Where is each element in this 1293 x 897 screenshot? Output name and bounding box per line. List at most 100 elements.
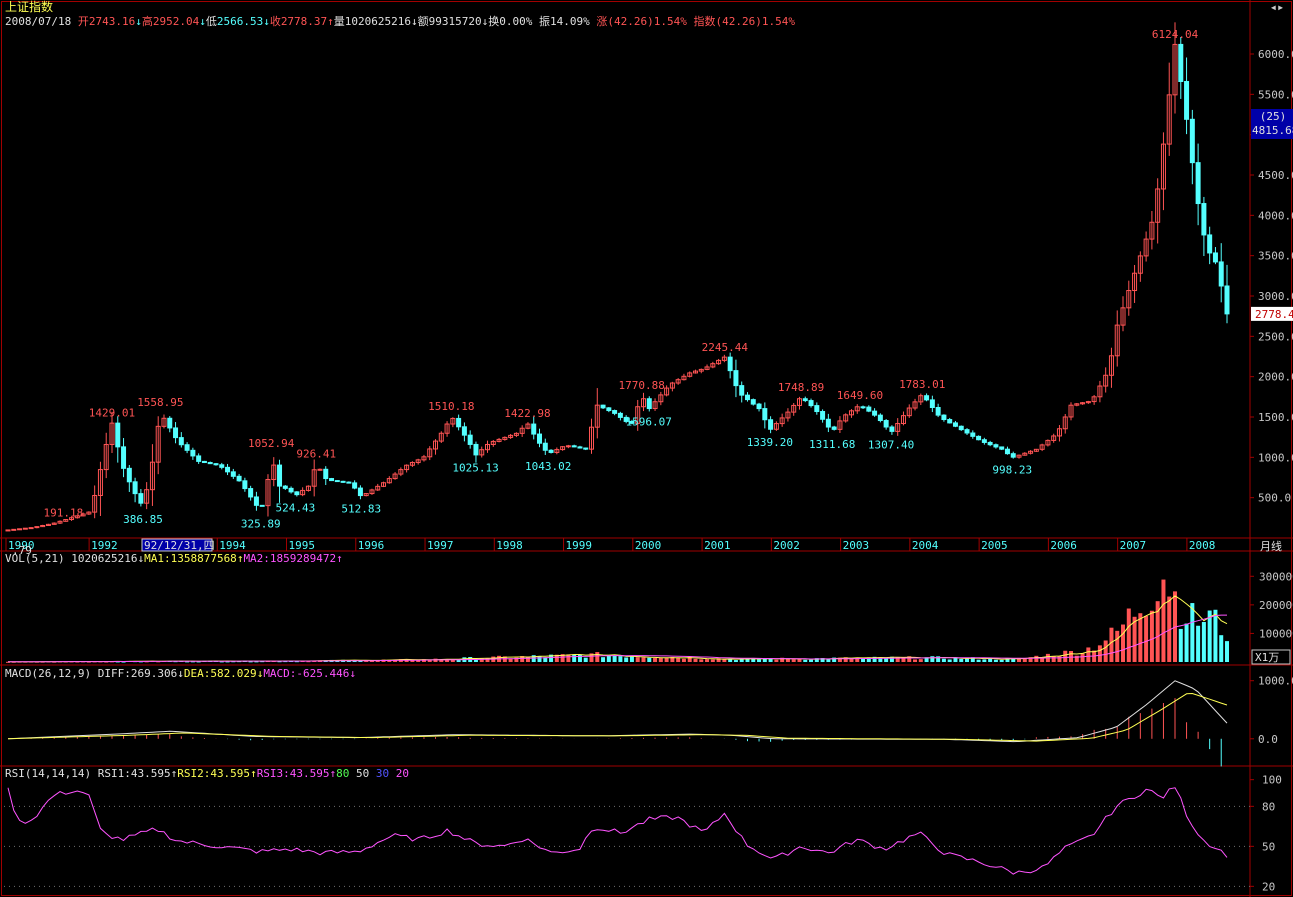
candle-body xyxy=(762,408,768,421)
candle-body xyxy=(808,400,814,407)
volume-bar xyxy=(884,658,889,662)
candle-body xyxy=(490,440,496,445)
candle-body xyxy=(1155,188,1161,223)
volume-bar xyxy=(982,659,987,662)
candle-body xyxy=(744,394,750,401)
volume-bar xyxy=(768,658,773,662)
volume-bar xyxy=(843,657,848,662)
volume-bar xyxy=(601,657,606,662)
volume-bar xyxy=(1069,650,1074,662)
peak-label: 6124.04 xyxy=(1152,28,1199,41)
volume-bar xyxy=(901,657,906,662)
volume-bar xyxy=(733,660,738,662)
volume-bar xyxy=(739,658,744,662)
vol-tick-label: 200000 xyxy=(1259,599,1293,612)
candle-body xyxy=(1126,290,1132,309)
volume-bar xyxy=(485,658,490,662)
volume-bar xyxy=(358,660,363,662)
candle-body xyxy=(288,487,294,493)
candle-body xyxy=(103,443,109,471)
volume-bar xyxy=(410,660,415,662)
volume-bar xyxy=(294,661,299,663)
candle-body xyxy=(404,464,410,471)
candle-body xyxy=(664,387,670,396)
volume-bar xyxy=(1132,616,1137,662)
candle-body xyxy=(537,433,543,444)
year-label: 1997 xyxy=(427,539,454,552)
candle-body xyxy=(970,432,976,437)
candle-body xyxy=(583,447,589,450)
volume-bar xyxy=(693,658,698,662)
candle-body xyxy=(1143,238,1149,257)
volume-bar xyxy=(1213,609,1218,662)
volume-bar xyxy=(6,661,10,663)
price-tick-label: 3000.0 xyxy=(1258,290,1293,303)
candle-body xyxy=(531,423,537,435)
volume-bar xyxy=(549,654,554,662)
volume-bar xyxy=(629,656,634,662)
candle-body xyxy=(1149,221,1155,240)
candle-body xyxy=(1010,453,1016,458)
candle-body xyxy=(1166,94,1172,145)
candle-body xyxy=(687,372,693,377)
candle-body xyxy=(63,519,69,522)
volume-bar xyxy=(959,658,964,662)
volume-bar xyxy=(450,659,455,662)
vol-tick-label: 300000 xyxy=(1259,570,1293,583)
candle-body xyxy=(259,504,265,507)
vol-ma1-line xyxy=(8,595,1228,663)
volume-bar xyxy=(566,654,571,662)
volume-bar xyxy=(1011,658,1016,662)
volume-bar xyxy=(190,661,195,663)
candle-body xyxy=(640,398,646,408)
candle-body xyxy=(883,420,889,428)
candle-body xyxy=(952,422,958,427)
candle-body xyxy=(993,444,999,448)
candle-body xyxy=(1016,454,1022,458)
year-label: 2005 xyxy=(981,539,1008,552)
volume-bar xyxy=(1103,640,1108,662)
candle-body xyxy=(941,414,947,421)
vol-header: VOL(5,21) 1020625216↓MA1:1358877568↑MA2:… xyxy=(5,552,343,565)
volume-bar xyxy=(751,657,756,662)
year-label: 2006 xyxy=(1050,539,1077,552)
candle-body xyxy=(681,375,687,381)
candle-body xyxy=(860,406,866,409)
candle-body xyxy=(658,394,664,403)
candle-body xyxy=(600,404,606,409)
quote-volume: 1020625216 xyxy=(344,15,412,28)
volume-bar xyxy=(993,659,998,662)
candle-body xyxy=(791,404,797,413)
volume-bar xyxy=(710,659,715,662)
candle-body xyxy=(773,423,779,430)
candle-body xyxy=(149,461,155,491)
quote-turnover: 0.00% xyxy=(499,15,533,28)
candle-body xyxy=(1062,416,1068,430)
volume-bar xyxy=(537,656,542,662)
volume-bar xyxy=(1051,656,1056,662)
candle-body xyxy=(346,481,352,484)
candle-body xyxy=(28,527,34,530)
volume-bar xyxy=(785,658,790,662)
trough-label: 325.89 xyxy=(241,518,281,531)
rsi-line xyxy=(7,787,1228,875)
volume-bar xyxy=(508,658,513,662)
candle-body xyxy=(1132,272,1138,292)
peak-label: 1748.89 xyxy=(778,381,824,394)
volume-bar xyxy=(907,656,912,662)
price-tick-label: 6000.0 xyxy=(1258,48,1293,61)
price-tick-label: 4500.0 xyxy=(1258,169,1293,182)
volume-bar xyxy=(1034,655,1039,662)
volume-bar xyxy=(797,658,802,662)
quote-close: 2778.37 xyxy=(280,15,328,28)
volume-bar xyxy=(86,661,91,663)
volume-bar xyxy=(1040,657,1045,662)
volume-bar xyxy=(970,657,975,662)
candle-body xyxy=(271,464,277,481)
candle-body xyxy=(190,449,196,457)
peak-label: 1422.98 xyxy=(504,407,550,420)
scroll-arrows-icon[interactable]: ◂▸ xyxy=(1269,0,1285,14)
volume-bar xyxy=(185,661,190,663)
volume-bar xyxy=(780,657,785,662)
